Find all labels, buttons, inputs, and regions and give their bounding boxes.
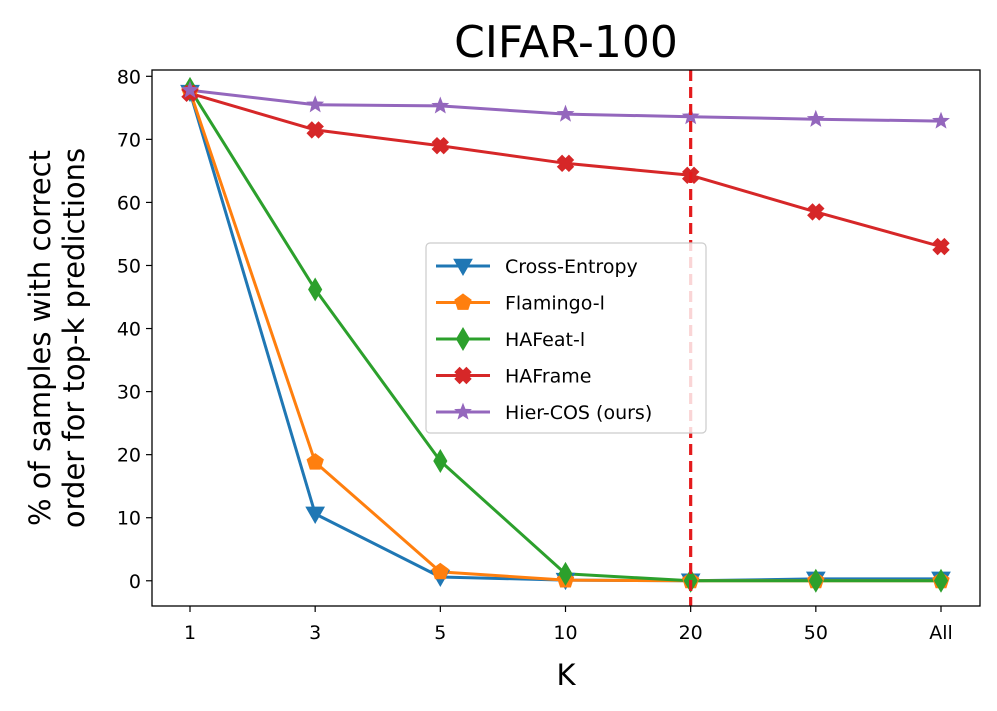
y-axis-label: % of samples with correct order for top-…	[23, 148, 91, 528]
x-tick-label: 10	[553, 622, 577, 644]
legend-marker	[454, 293, 472, 310]
y-axis-label-line-1: % of samples with correct	[23, 150, 57, 526]
legend: Cross-Entropy Flamingo-l HAFeat-l HAFrame Hi…	[425, 242, 707, 434]
data-point	[681, 107, 700, 125]
legend-box	[425, 242, 707, 434]
data-point	[306, 453, 324, 470]
y-tick-label: 50	[117, 255, 141, 277]
data-point	[306, 121, 324, 139]
data-point	[808, 568, 823, 593]
x-tick-label: 3	[309, 622, 321, 644]
data-point	[181, 80, 199, 98]
data-point	[556, 104, 575, 122]
legend-marker	[455, 327, 471, 351]
x-tick-label: 20	[679, 622, 703, 644]
data-point	[556, 154, 575, 173]
data-point	[932, 111, 950, 129]
data-point	[308, 277, 323, 302]
data-point	[932, 237, 950, 256]
y-tick-label: 30	[117, 382, 141, 404]
data-point	[431, 562, 449, 580]
plot-area: 0 10 20 30 40 50 60 70 80 1 3 5 10 20 50 All	[117, 66, 953, 644]
x-axis-label: K	[556, 658, 576, 692]
axes-frame	[151, 69, 981, 607]
data-point	[431, 136, 450, 155]
legend-entry: HAFrame	[505, 366, 591, 388]
y-axis-label-line-2: order for top-k predictions	[57, 148, 91, 528]
legend-entry: Cross-Entropy	[505, 256, 638, 278]
data-point	[933, 568, 949, 593]
data-point	[305, 506, 326, 524]
y-tick-label: 0	[129, 571, 141, 593]
y-tick-label: 20	[117, 445, 141, 467]
legend-entry: HAFeat-l	[505, 329, 585, 351]
data-point	[433, 448, 448, 473]
y-tick-label: 40	[117, 319, 141, 341]
data-point	[431, 96, 450, 114]
legend-entry: Hier-COS (ours)	[505, 402, 652, 424]
legend-marker	[453, 258, 473, 277]
y-tick-label: 60	[117, 192, 141, 214]
legend-marker	[454, 402, 472, 420]
data-point	[558, 561, 573, 586]
y-tick-label: 80	[117, 66, 141, 88]
legend-entry: Flamingo-l	[505, 293, 605, 315]
data-point	[306, 95, 325, 113]
x-tick-label: All	[929, 622, 953, 644]
legend-marker	[454, 366, 472, 385]
chart-title: CIFAR-100	[454, 17, 678, 68]
y-tick-label: 70	[117, 129, 141, 151]
x-tick-label: 5	[434, 622, 446, 644]
data-point	[807, 203, 825, 221]
y-tick-label: 10	[117, 508, 141, 530]
x-tick-label: 50	[804, 622, 828, 644]
data-point	[806, 109, 825, 127]
x-tick-label: 1	[184, 622, 196, 644]
